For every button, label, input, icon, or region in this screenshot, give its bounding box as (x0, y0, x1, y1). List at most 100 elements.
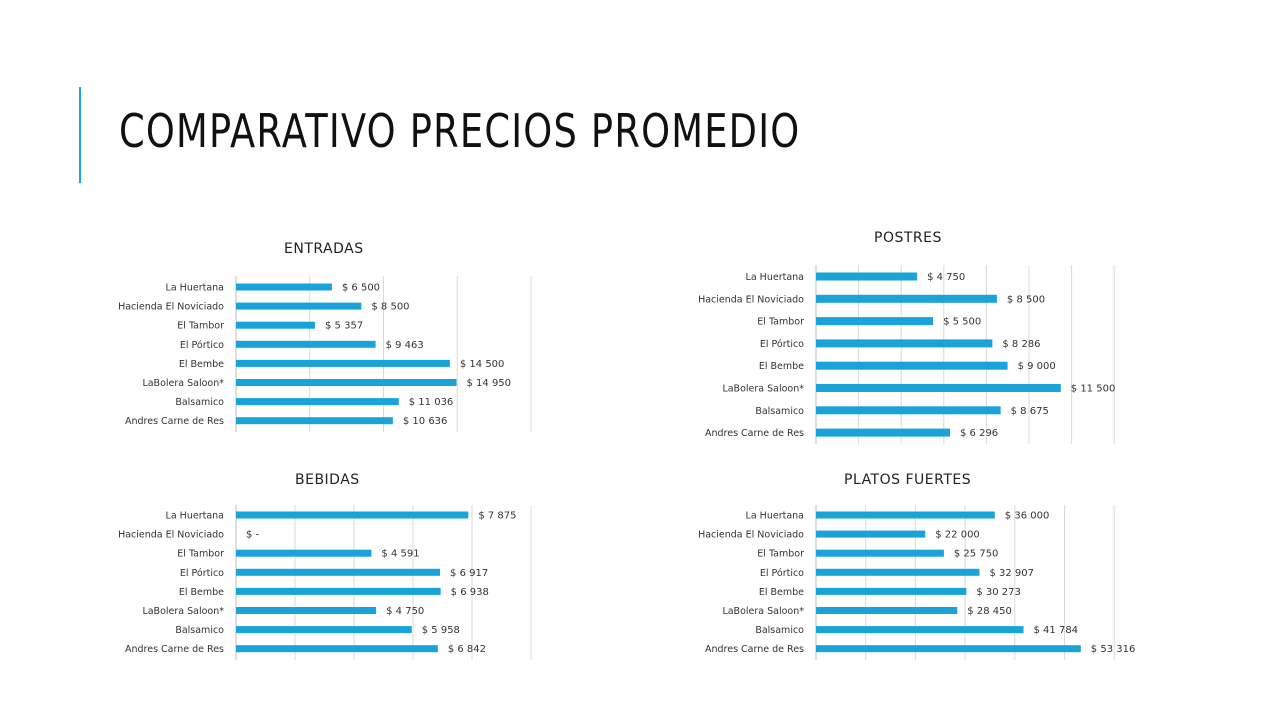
bar-3 (816, 339, 993, 348)
bar-4 (816, 587, 967, 595)
bar-1 (236, 302, 362, 310)
chart-postres: La Huertana $ 4 750 Hacienda El Noviciado $… (698, 265, 1115, 444)
bar-7 (816, 645, 1081, 653)
chart-title-entradas: ENTRADAS (284, 241, 364, 257)
data-label: $ 53 316 (1091, 644, 1136, 655)
bar-3 (236, 340, 376, 348)
category-label: El Bembe (759, 587, 804, 598)
bar-1 (816, 294, 997, 303)
data-label: $ 8 675 (1011, 406, 1049, 417)
data-label: $ 28 450 (967, 606, 1012, 617)
chart-bebidas: La Huertana $ 7 875 Hacienda El Noviciado $… (118, 505, 532, 660)
bar-6 (236, 626, 412, 634)
bar-6 (236, 398, 399, 406)
data-label: $ 30 273 (976, 587, 1021, 598)
category-label: Hacienda El Noviciado (118, 302, 224, 313)
data-label: $ 5 357 (325, 321, 363, 332)
data-label: $ 41 784 (1034, 625, 1079, 636)
bar-0 (236, 511, 469, 519)
data-label: $ 6 938 (451, 587, 489, 598)
category-label: El Pórtico (180, 568, 224, 579)
bar-7 (816, 428, 951, 437)
data-label: $ 14 500 (460, 359, 505, 370)
category-label: El Bembe (759, 361, 804, 372)
bar-3 (816, 568, 980, 576)
bar-5 (816, 384, 1061, 392)
bar-5 (236, 607, 377, 614)
category-label: El Tambor (757, 549, 804, 560)
data-label: $ 6 917 (450, 568, 488, 579)
data-label: $ - (246, 530, 260, 541)
category-label: El Tambor (177, 549, 224, 560)
category-label: El Pórtico (180, 340, 224, 351)
title-accent-bar (79, 87, 81, 183)
chart-title-postres: POSTRES (874, 230, 942, 246)
category-label: Andres Carne de Res (125, 416, 224, 427)
data-label: $ 4 750 (927, 272, 965, 283)
category-label: Andres Carne de Res (125, 644, 224, 655)
data-label: $ 7 875 (478, 511, 516, 522)
category-label: La Huertana (746, 272, 804, 283)
category-label: La Huertana (166, 283, 224, 294)
bar-4 (236, 359, 450, 367)
bar-4 (816, 361, 1008, 370)
data-label: $ 22 000 (935, 530, 980, 541)
chart-entradas: La Huertana $ 6 500 Hacienda El Noviciado $… (118, 276, 532, 432)
data-label: $ 9 000 (1018, 361, 1056, 372)
data-label: $ 36 000 (1005, 511, 1050, 522)
category-label: La Huertana (166, 511, 224, 522)
data-label: $ 14 950 (467, 378, 512, 389)
category-label: El Tambor (757, 317, 804, 328)
bar-6 (816, 626, 1024, 634)
chart-platos: La Huertana $ 36 000 Hacienda El Noviciado… (698, 505, 1135, 660)
data-label: $ 4 591 (381, 549, 419, 560)
category-label: Hacienda El Noviciado (698, 530, 804, 541)
category-label: Hacienda El Noviciado (118, 530, 224, 541)
category-label: Andres Carne de Res (705, 644, 804, 655)
category-label: LaBolera Saloon* (722, 606, 804, 617)
chart-title-bebidas: BEBIDAS (295, 472, 360, 488)
bar-5 (816, 607, 958, 614)
data-label: $ 8 500 (371, 302, 409, 313)
category-label: El Bembe (179, 587, 224, 598)
data-label: $ 6 842 (448, 644, 486, 655)
bar-0 (816, 272, 918, 281)
bar-6 (816, 406, 1001, 415)
chart-title-platos-fuertes: PLATOS FUERTES (844, 472, 972, 488)
category-label: El Pórtico (760, 339, 804, 350)
data-label: $ 11 036 (409, 397, 454, 408)
bar-2 (236, 321, 316, 329)
bar-5 (236, 379, 457, 386)
bar-0 (236, 283, 332, 291)
data-label: $ 6 296 (960, 428, 998, 439)
data-label: $ 8 500 (1007, 294, 1045, 305)
data-label: $ 6 500 (342, 283, 380, 294)
data-label: $ 32 907 (989, 568, 1034, 579)
bar-2 (816, 549, 944, 557)
category-label: El Bembe (179, 359, 224, 370)
category-label: Hacienda El Noviciado (698, 294, 804, 305)
data-label: $ 5 500 (943, 317, 981, 328)
bar-0 (816, 511, 995, 519)
data-label: $ 11 500 (1071, 384, 1116, 395)
category-label: El Tambor (177, 321, 224, 332)
bar-2 (816, 317, 934, 326)
category-label: LaBolera Saloon* (142, 606, 224, 617)
category-label: La Huertana (746, 511, 804, 522)
data-label: $ 25 750 (954, 549, 999, 560)
category-label: Balsamico (755, 406, 804, 417)
category-label: Balsamico (175, 625, 224, 636)
bar-3 (236, 568, 441, 576)
category-label: LaBolera Saloon* (142, 378, 224, 389)
bar-1 (816, 530, 926, 538)
category-label: Balsamico (755, 625, 804, 636)
category-label: LaBolera Saloon* (722, 384, 804, 395)
bar-2 (236, 549, 372, 557)
category-label: Andres Carne de Res (705, 428, 804, 439)
data-label: $ 4 750 (386, 606, 424, 617)
data-label: $ 9 463 (386, 340, 424, 351)
bar-4 (236, 587, 441, 595)
data-label: $ 10 636 (403, 416, 448, 427)
category-label: Balsamico (175, 397, 224, 408)
